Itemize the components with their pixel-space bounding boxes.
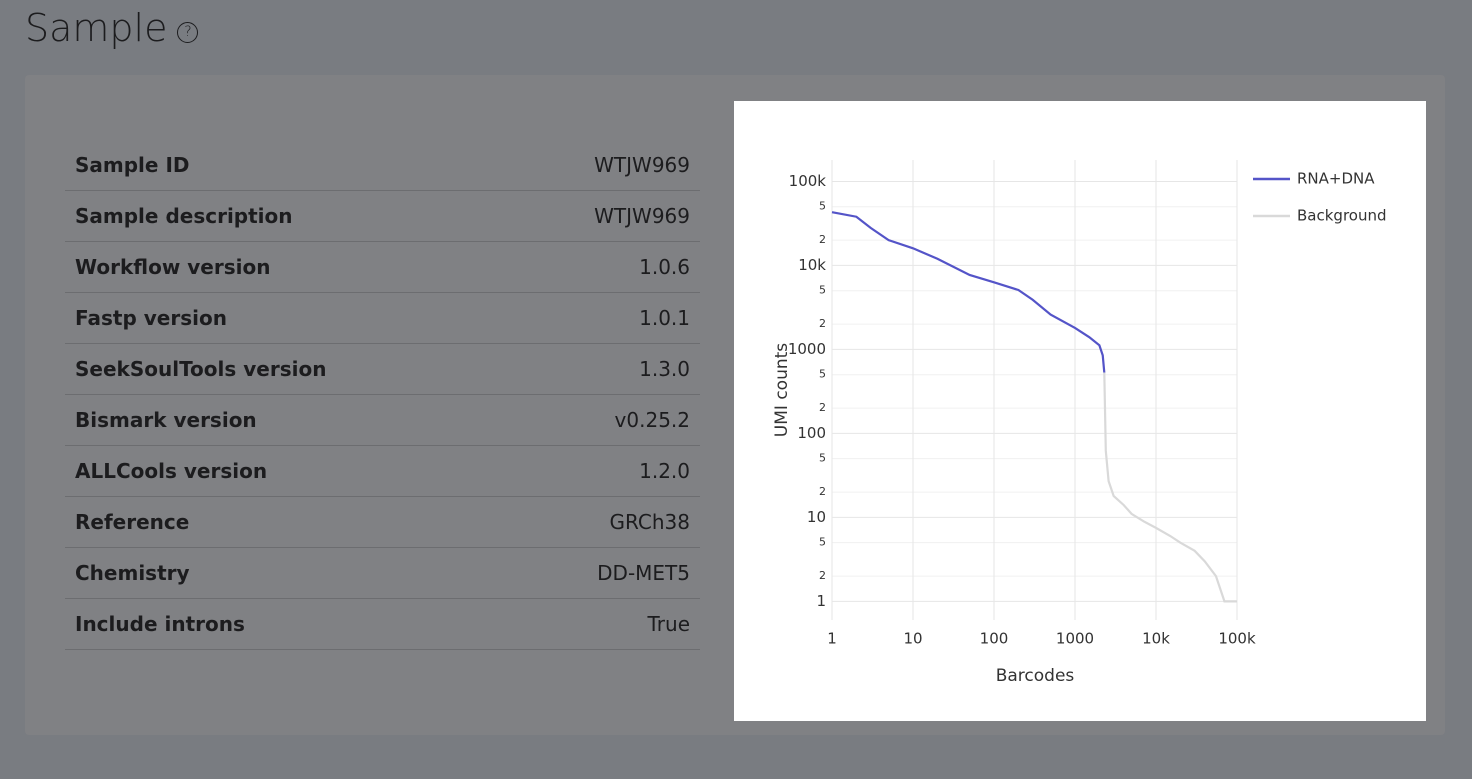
table-row: Fastp version 1.0.1 [65, 292, 700, 344]
page-title: Sample? [25, 6, 199, 50]
row-label: Include introns [65, 598, 511, 650]
y-tick-label: 5 [819, 284, 826, 297]
row-value: 1.0.6 [510, 241, 700, 293]
legend-label: RNA+DNA [1297, 170, 1375, 188]
x-tick-label: 10 [903, 630, 922, 648]
y-tick-label: 100 [797, 424, 826, 442]
chart: Barcodes UMI counts 1 2 5 10 2 5 100 2 5 1000 2 5 10… [772, 160, 1387, 686]
y-tick-label: 2 [819, 569, 826, 582]
y-tick-label: 1 [816, 592, 826, 610]
chart-panel: Barcodes UMI counts 1 2 5 10 2 5 100 2 5 1000 2 5 10… [734, 101, 1426, 721]
x-tick-label: 1000 [1056, 630, 1094, 648]
table-row: ALLCools version 1.2.0 [65, 445, 700, 497]
x-axis-title: Barcodes [996, 666, 1075, 686]
y-tick-label: 5 [819, 536, 826, 549]
title-text: Sample [25, 6, 168, 50]
y-tick-label: 1000 [788, 340, 826, 358]
table-row: Include introns True [65, 598, 700, 650]
row-label: Bismark version [65, 394, 511, 446]
row-label: Sample description [65, 190, 511, 242]
info-table: Sample ID WTJW969 Sample description WTJW96… [65, 140, 700, 650]
row-value: GRCh38 [510, 496, 700, 548]
table-row: SeekSoulTools version 1.3.0 [65, 343, 700, 395]
data-line [831, 211, 1106, 373]
y-tick-label: 10k [798, 256, 826, 274]
y-tick-label: 2 [819, 401, 826, 414]
data-line [1103, 372, 1237, 603]
x-tick-label: 100k [1218, 630, 1256, 648]
y-tick-label: 2 [819, 233, 826, 246]
row-label: Workflow version [65, 241, 511, 293]
row-label: Sample ID [65, 140, 511, 191]
x-tick-label: 1 [827, 630, 837, 648]
y-tick-label: 5 [819, 452, 826, 465]
row-value: v0.25.2 [510, 394, 700, 446]
y-tick-label: 2 [819, 485, 826, 498]
legend-label: Background [1297, 207, 1387, 225]
y-tick-label: 100k [789, 172, 827, 190]
table-row: Chemistry DD-MET5 [65, 547, 700, 599]
row-value: DD-MET5 [510, 547, 700, 599]
row-label: ALLCools version [65, 445, 511, 497]
y-tick-label: 2 [819, 317, 826, 330]
table-row: Workflow version 1.0.6 [65, 241, 700, 293]
y-tick-label: 5 [819, 200, 826, 213]
row-value: 1.2.0 [510, 445, 700, 497]
row-label: SeekSoulTools version [65, 343, 511, 395]
row-value: 1.3.0 [510, 343, 700, 395]
y-tick-label: 5 [819, 368, 826, 381]
table-row: Sample ID WTJW969 [65, 140, 700, 191]
row-value: True [510, 598, 700, 650]
y-axis-title: UMI counts [772, 343, 792, 437]
row-label: Fastp version [65, 292, 511, 344]
row-label: Reference [65, 496, 511, 548]
table-row: Sample description WTJW969 [65, 190, 700, 242]
row-value: 1.0.1 [510, 292, 700, 344]
row-value: WTJW969 [510, 190, 700, 242]
table-row: Reference GRCh38 [65, 496, 700, 548]
row-value: WTJW969 [510, 140, 700, 191]
y-tick-label: 10 [807, 508, 826, 526]
row-label: Chemistry [65, 547, 511, 599]
x-tick-label: 100 [980, 630, 1009, 648]
table-row: Bismark version v0.25.2 [65, 394, 700, 446]
x-tick-label: 10k [1142, 630, 1170, 648]
help-icon[interactable]: ? [177, 21, 199, 43]
